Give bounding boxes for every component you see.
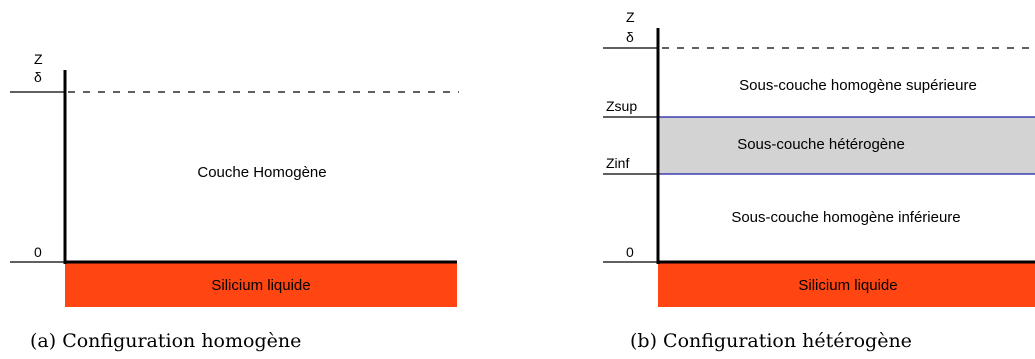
axis-z-label-a: Z xyxy=(34,51,43,67)
axis-delta-label-b: δ xyxy=(626,29,634,45)
axis-z-label-b: Z xyxy=(626,9,635,25)
caption-a: (a) Configuration homogène xyxy=(30,330,301,352)
axis-zsup-label: Zsup xyxy=(606,98,637,114)
panel-a: Silicium liquide Z δ 0 Couche Homogène (… xyxy=(10,51,459,352)
axis-zinf-label: Zinf xyxy=(606,155,629,171)
liquid-silicon-layer-b xyxy=(658,262,1035,307)
liquid-silicon-layer-a xyxy=(65,262,457,307)
liquid-silicon-label-a: Silicium liquide xyxy=(211,277,310,294)
liquid-silicon-label-b: Silicium liquide xyxy=(798,277,897,294)
axis-zero-label-b: 0 xyxy=(626,244,634,260)
heterogeneous-sublayer-label: Sous-couche hétérogène xyxy=(737,136,905,153)
axis-zero-label-a: 0 xyxy=(34,244,42,260)
axis-delta-label-a: δ xyxy=(34,69,42,85)
heterogeneous-sublayer xyxy=(658,117,1035,174)
upper-sublayer-label: Sous-couche homogène supérieure xyxy=(739,77,977,94)
homogeneous-layer-label: Couche Homogène xyxy=(197,164,326,181)
panel-b: Silicium liquide Z δ Zsup Zinf 0 Sous-co… xyxy=(603,9,1035,352)
lower-sublayer-label: Sous-couche homogène inférieure xyxy=(731,209,960,226)
caption-b: (b) Configuration hétérogène xyxy=(630,330,912,352)
